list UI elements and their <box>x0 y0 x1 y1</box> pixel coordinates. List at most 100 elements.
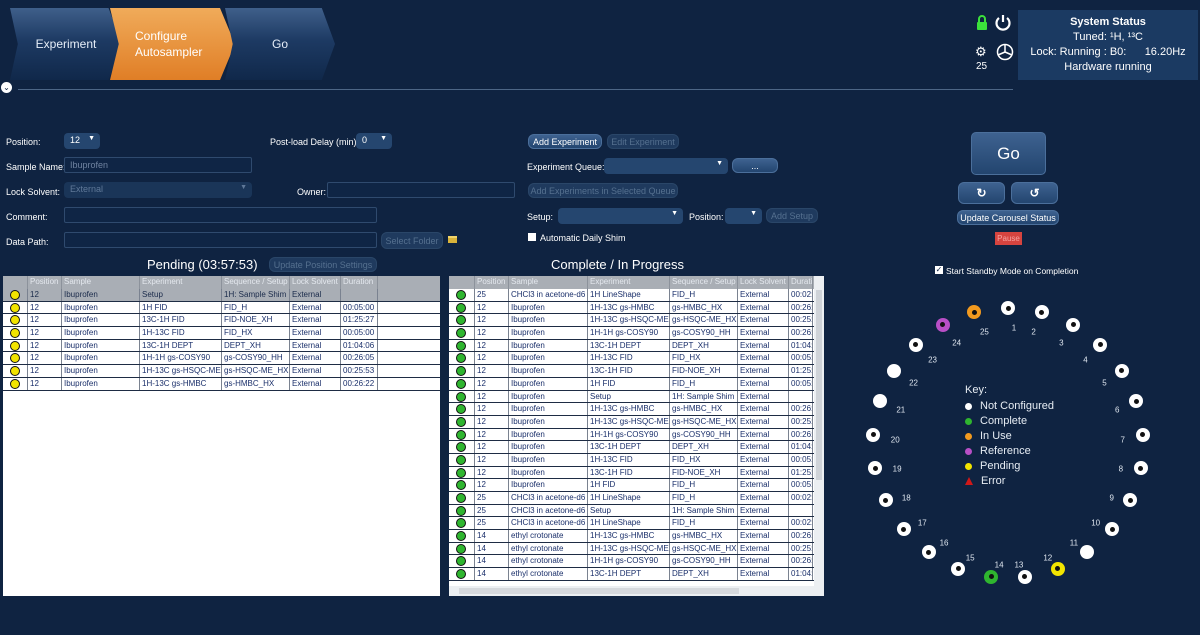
table-row[interactable]: 12 Ibuprofen 1H-13C gs-HMBC gs-HMBC_HX Exter… <box>3 377 440 391</box>
column-header[interactable] <box>3 276 28 289</box>
table-row[interactable]: 12 Ibuprofen 13C-1H FID FID-NOE_XH External 0… <box>449 365 824 378</box>
update-carousel-status-button[interactable]: Update Carousel Status <box>957 210 1059 225</box>
column-header[interactable]: Position <box>475 276 509 289</box>
table-row[interactable]: 12 Ibuprofen 1H FID FID_H External 00:05:00 <box>3 301 440 315</box>
carousel-slot[interactable] <box>908 337 923 352</box>
carousel-slot[interactable] <box>1034 305 1049 320</box>
column-header[interactable]: Sample <box>509 276 588 289</box>
table-row[interactable]: 25 CHCl3 in acetone-d6 1H LineShape FID_H Ex… <box>449 289 824 302</box>
standby-checkbox[interactable]: ✓ <box>935 265 943 274</box>
carousel-slot[interactable] <box>1105 522 1120 537</box>
column-header[interactable]: Sample <box>62 276 140 289</box>
table-row[interactable]: 14 ethyl crotonate 1H-13C gs-HSQC-ME gs-HSQ… <box>449 542 824 556</box>
table-row[interactable]: 12 Ibuprofen 1H-13C gs-HSQC-ME gs-HSQC-ME_H… <box>449 314 824 328</box>
column-header[interactable]: Experiment <box>140 276 222 289</box>
carousel-slot[interactable] <box>1093 337 1108 352</box>
select-folder-button[interactable]: Select Folder <box>381 232 443 249</box>
position-select[interactable]: 12 ▼ <box>64 133 100 149</box>
column-header[interactable]: Lock Solvent <box>738 276 789 289</box>
expand-chevron-icon[interactable]: ⌄ <box>1 82 12 93</box>
column-header[interactable] <box>449 276 475 289</box>
scrollbar-thumb[interactable] <box>816 290 822 480</box>
pause-button[interactable]: Pause <box>995 232 1022 245</box>
carousel-slot[interactable] <box>878 493 893 508</box>
comment-input[interactable] <box>64 207 377 223</box>
sample-name-input[interactable]: Ibuprofen <box>64 157 252 173</box>
table-row[interactable]: 12 Ibuprofen 1H-1H gs-COSY90 gs-COSY90_HH Ex… <box>449 327 824 340</box>
column-header[interactable]: Duration <box>789 276 813 289</box>
table-row[interactable]: 12 Ibuprofen 1H-13C gs-HSQC-ME gs-HSQC-ME_H… <box>449 415 824 429</box>
table-row[interactable]: 12 Ibuprofen 13C-1H DEPT DEPT_XH External 01:… <box>449 441 824 454</box>
carousel-slot[interactable] <box>935 317 950 332</box>
carousel-slot[interactable] <box>967 305 982 320</box>
carousel-slot[interactable] <box>1129 394 1144 409</box>
table-row[interactable]: 12 Ibuprofen Setup 1H: Sample Shim External <box>3 289 440 302</box>
step-configure-autosampler[interactable]: Configure Autosampler <box>110 8 235 80</box>
carousel-slot[interactable] <box>1133 461 1148 476</box>
column-header[interactable]: Lock Solvent <box>290 276 341 289</box>
table-row[interactable]: 14 ethyl crotonate 13C-1H DEPT DEPT_XH Exter… <box>449 568 824 581</box>
add-experiment-button[interactable]: Add Experiment <box>528 134 602 149</box>
post-load-delay-select[interactable]: 0 ▼ <box>356 133 392 149</box>
table-row[interactable]: 12 Ibuprofen 1H-13C gs-HSQC-ME gs-HSQC-ME_H… <box>3 365 440 378</box>
table-row[interactable]: 12 Ibuprofen 13C-1H DEPT DEPT_XH External 01:… <box>3 339 440 353</box>
lock-solvent-select[interactable]: External ▼ <box>64 182 252 198</box>
column-header[interactable]: Sequence / Setup <box>670 276 738 289</box>
table-row[interactable]: 12 Ibuprofen 1H-13C gs-HMBC gs-HMBC_HX Exter… <box>449 403 824 416</box>
carousel-slot[interactable] <box>1080 545 1095 560</box>
carousel-slot[interactable] <box>1017 569 1032 584</box>
table-row[interactable]: 12 Ibuprofen 1H-13C FID FID_HX External 00:05… <box>449 352 824 366</box>
table-row[interactable]: 12 Ibuprofen 1H-1H gs-COSY90 gs-COSY90_HH Ex… <box>449 428 824 442</box>
queue-browse-button[interactable]: ... <box>732 158 778 173</box>
column-header[interactable]: Duration <box>341 276 378 289</box>
table-row[interactable]: 12 Ibuprofen 13C-1H FID FID-NOE_XH External 0… <box>449 466 824 480</box>
table-row[interactable]: 12 Ibuprofen Setup 1H: Sample Shim External <box>449 390 824 404</box>
column-header[interactable]: Sequence / Setup <box>222 276 290 289</box>
carousel-slot[interactable] <box>872 394 887 409</box>
scrollbar-thumb[interactable] <box>459 588 739 594</box>
step-experiment[interactable]: Experiment <box>10 8 122 80</box>
carousel-slot[interactable] <box>984 569 999 584</box>
column-header[interactable]: Position <box>28 276 62 289</box>
rotate-clockwise-button[interactable]: ↻ <box>958 182 1005 204</box>
edit-experiment-button[interactable]: Edit Experiment <box>607 134 679 149</box>
step-go[interactable]: Go <box>225 8 335 80</box>
table-row[interactable]: 25 CHCl3 in acetone-d6 Setup 1H: Sample Shi… <box>449 504 824 518</box>
table-row[interactable]: 12 Ibuprofen 1H-13C FID FID_HX External 00:05… <box>449 453 824 467</box>
setup-select[interactable]: ▼ <box>558 208 683 224</box>
carousel-slot[interactable] <box>1123 493 1138 508</box>
table-row[interactable]: 12 Ibuprofen 1H-13C gs-HMBC gs-HMBC_HX Exter… <box>449 301 824 315</box>
carousel-slot[interactable] <box>951 561 966 576</box>
folder-icon[interactable] <box>448 236 457 243</box>
setup-position-select[interactable]: ▼ <box>725 208 762 224</box>
carousel-slot[interactable] <box>1114 363 1129 378</box>
carousel-slot[interactable] <box>866 427 881 442</box>
go-button[interactable]: Go <box>971 132 1046 175</box>
carousel-slot[interactable] <box>921 545 936 560</box>
carousel-slot[interactable] <box>1050 561 1065 576</box>
data-path-input[interactable] <box>64 232 377 248</box>
auto-shim-checkbox[interactable] <box>528 233 536 241</box>
owner-input[interactable] <box>327 182 515 198</box>
table-row[interactable]: 14 ethyl crotonate 1H-13C gs-HMBC gs-HMBC_H… <box>449 530 824 543</box>
table-row[interactable]: 12 Ibuprofen 1H FID FID_H External 00:05: <box>449 377 824 391</box>
table-row[interactable]: 12 Ibuprofen 13C-1H DEPT DEPT_XH External 01:… <box>449 339 824 353</box>
power-icon[interactable] <box>994 13 1012 33</box>
add-setup-button[interactable]: Add Setup <box>766 208 818 223</box>
experiment-queue-select[interactable]: ▼ <box>604 158 728 174</box>
table-row[interactable]: 12 Ibuprofen 1H-1H gs-COSY90 gs-COSY90_HH Ex… <box>3 352 440 366</box>
carousel-slot[interactable] <box>1001 301 1015 315</box>
carousel-slot[interactable] <box>1066 317 1081 332</box>
vertical-scrollbar[interactable] <box>814 276 824 586</box>
table-row[interactable]: 12 Ibuprofen 13C-1H FID FID-NOE_XH External 0… <box>3 314 440 328</box>
column-header[interactable]: Experiment <box>588 276 670 289</box>
carousel-slot[interactable] <box>896 522 911 537</box>
carousel-slot[interactable] <box>868 461 883 476</box>
horizontal-scrollbar[interactable] <box>449 586 824 596</box>
table-row[interactable]: 25 CHCl3 in acetone-d6 1H LineShape FID_H Ex… <box>449 517 824 531</box>
update-position-settings-button[interactable]: Update Position Settings <box>269 257 377 272</box>
table-row[interactable]: 12 Ibuprofen 1H FID FID_H External 00:05: <box>449 479 824 492</box>
add-experiments-in-queue-button[interactable]: Add Experiments in Selected Queue <box>528 183 678 198</box>
table-row[interactable]: 12 Ibuprofen 1H-13C FID FID_HX External 00:05… <box>3 327 440 340</box>
rotate-counterclockwise-button[interactable]: ↺ <box>1011 182 1058 204</box>
